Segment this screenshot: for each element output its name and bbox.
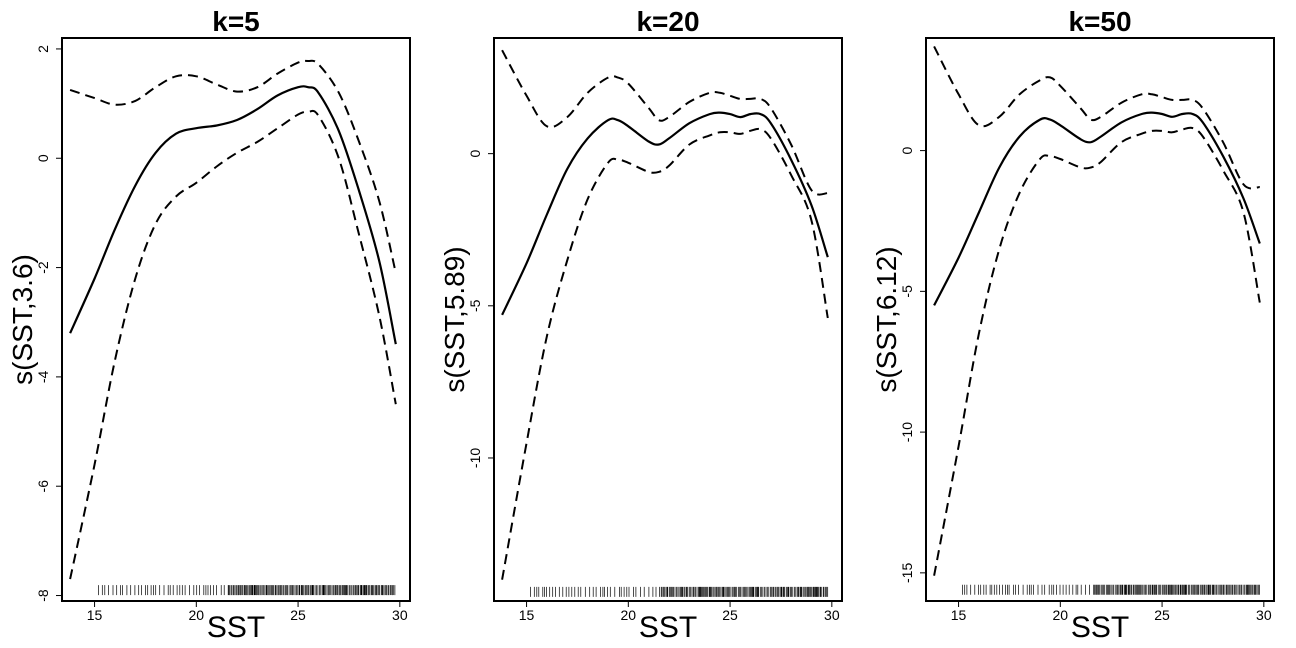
y-tick-label: -15 [899, 563, 915, 583]
chart-title: k=20 [636, 6, 699, 37]
y-tick-label: 0 [35, 154, 51, 162]
y-tick-label: -2 [35, 261, 51, 274]
x-tick-label: 30 [824, 607, 840, 623]
x-tick-label: 15 [87, 607, 103, 623]
y-tick-label: 0 [467, 150, 483, 158]
x-tick-label: 15 [519, 607, 535, 623]
chart-title: k=5 [212, 6, 260, 37]
y-axis-label: s(SST,3.6) [7, 254, 38, 385]
plot-frame [61, 37, 411, 602]
x-tick-label: 30 [1256, 607, 1272, 623]
x-tick-label: 30 [392, 607, 408, 623]
rug-marks [530, 586, 829, 597]
x-axis-label: SST [639, 611, 697, 644]
rug-marks [962, 584, 1260, 595]
y-tick-label: -5 [467, 299, 483, 312]
y-tick-label: -10 [467, 448, 483, 468]
y-axis-label: s(SST,5.89) [439, 246, 470, 392]
y-tick-label: -6 [35, 480, 51, 493]
x-tick-label: 20 [1053, 607, 1069, 623]
y-tick-label: 0 [899, 146, 915, 154]
y-tick-label: 2 [35, 45, 51, 53]
confidence-upper-line [501, 49, 828, 196]
x-tick-label: 25 [290, 607, 306, 623]
x-tick-label: 15 [951, 607, 967, 623]
x-tick-label: 20 [189, 607, 205, 623]
panel-3: k=50 SST s(SST,6.12) 15 20 25 30 -15 -10 -5 0 [871, 6, 1275, 644]
confidence-lower-line [69, 109, 397, 580]
smooth-fit-line [933, 111, 1261, 306]
confidence-lower-line [933, 126, 1261, 576]
smooth-fit-line [501, 111, 829, 316]
y-tick-label: -10 [899, 422, 915, 442]
confidence-upper-line [933, 45, 1260, 190]
confidence-upper-line [69, 59, 397, 274]
smooth-fit-line [69, 85, 397, 345]
panel-1: k=5 SST s(SST,3.6) 15 20 25 30 -8 -6 -4 -2 0 2 [7, 6, 411, 644]
x-axis-label: SST [1071, 611, 1129, 644]
y-axis-label: s(SST,6.12) [871, 246, 902, 392]
plot-frame [493, 37, 843, 602]
chart-title: k=50 [1068, 6, 1131, 37]
panel-2: k=20 SST s(SST,5.89) 15 20 25 30 -10 -5 0 [439, 6, 843, 644]
x-tick-label: 25 [1154, 607, 1170, 623]
rug-marks [98, 585, 396, 596]
x-tick-label: 25 [722, 607, 738, 623]
y-tick-label: -5 [899, 285, 915, 298]
confidence-lower-line [501, 127, 829, 580]
y-tick-label: -8 [35, 589, 51, 602]
x-tick-label: 20 [621, 607, 637, 623]
x-axis-label: SST [207, 611, 265, 644]
y-tick-label: -4 [35, 370, 51, 383]
plot-frame [925, 37, 1275, 602]
